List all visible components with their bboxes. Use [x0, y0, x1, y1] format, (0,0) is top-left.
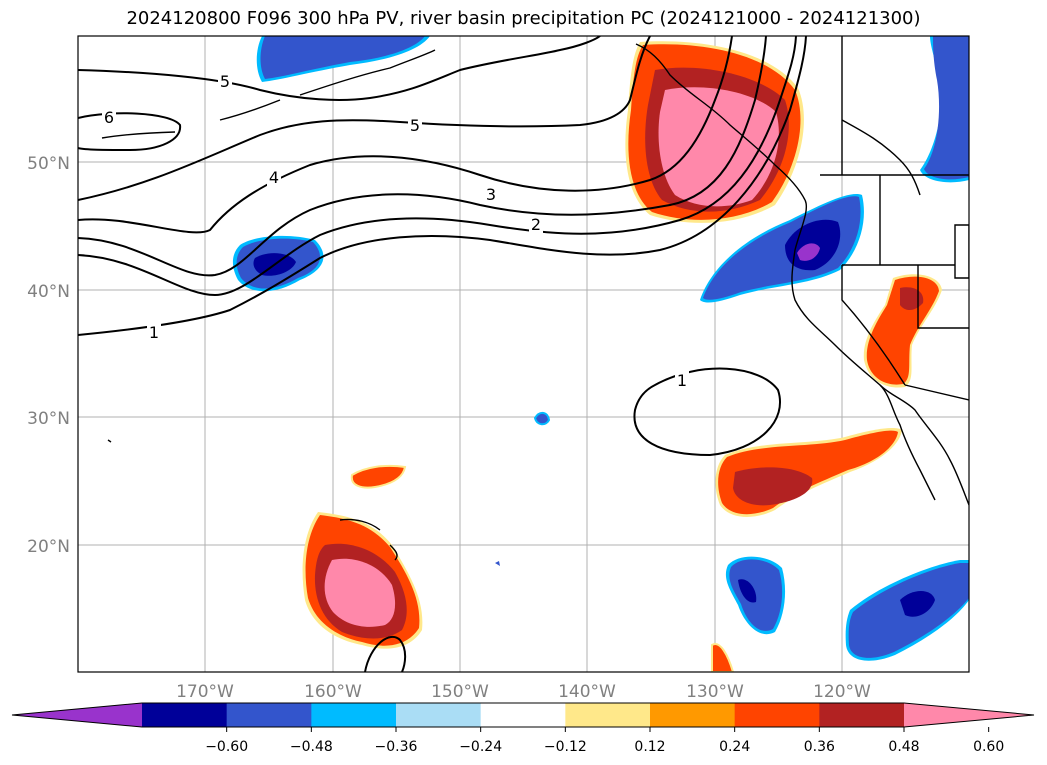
longitude-labels: 170°W 160°W 150°W 140°W 130°W 120°W — [176, 682, 871, 702]
colorbar-tick-label: −0.36 — [375, 739, 418, 755]
pv-contours — [78, 36, 807, 672]
lon-label-130w: 130°W — [686, 682, 744, 702]
lon-label-170w: 170°W — [176, 682, 234, 702]
colorbar-tick-label: −0.12 — [544, 739, 587, 755]
contour-label-5-west: 5 — [220, 72, 230, 91]
contour-labels: 6 5 5 4 3 2 1 1 — [102, 72, 689, 390]
precip-negative-oregon — [700, 194, 864, 303]
map-title: 2024120800 F096 300 hPa PV, river basin … — [126, 8, 921, 29]
colorbar-tick-label: 0.48 — [888, 739, 919, 755]
colorbar-segment — [565, 703, 651, 727]
precip-positive-edge — [711, 643, 735, 672]
precip-negative-southeast — [845, 560, 969, 661]
colorbar-outline — [11, 702, 1035, 728]
lat-label-30n: 30°N — [27, 409, 70, 429]
colorbar-segment — [734, 703, 820, 727]
colorbar-tick-label: −0.24 — [459, 739, 502, 755]
colorbar — [11, 702, 1035, 728]
contour-label-1-east: 1 — [677, 371, 687, 390]
precip-positive-hawaii — [302, 512, 423, 649]
latitude-labels: 50°N 40°N 30°N 20°N — [27, 154, 70, 557]
precip-negative-aleutian — [256, 36, 430, 82]
lat-label-40n: 40°N — [27, 282, 70, 302]
colorbar-extend-high — [904, 703, 1034, 727]
contour-label-5-east: 5 — [410, 116, 420, 135]
colorbar-extend-low — [12, 703, 142, 727]
plot-frame — [77, 35, 970, 673]
colorbar-tick-label: 0.36 — [804, 739, 835, 755]
lat-label-20n: 20°N — [27, 537, 70, 557]
precip-negative-dot — [533, 412, 551, 426]
lon-label-120w: 120°W — [813, 682, 871, 702]
colorbar-segment — [396, 703, 482, 727]
coastlines — [101, 36, 969, 561]
colorbar-segment — [226, 703, 312, 727]
colorbar-segment — [311, 703, 397, 727]
colorbar-tick-label: 0.24 — [719, 739, 750, 755]
lon-label-140w: 140°W — [558, 682, 616, 702]
colorbar-tick-label: 0.12 — [634, 739, 665, 755]
lon-label-160w: 160°W — [304, 682, 362, 702]
precip-negative-speck — [495, 561, 500, 566]
precip-negative-baja-offshore — [725, 556, 786, 635]
lon-label-150w: 150°W — [431, 682, 489, 702]
colorbar-segment — [480, 703, 566, 727]
colorbar-tick-label: −0.48 — [290, 739, 333, 755]
plot-area — [78, 36, 969, 672]
colorbar-ticks: −0.60 −0.48 −0.36 −0.24 −0.12 0.12 0.24 0.36 0.4… — [205, 727, 1004, 755]
lat-label-50n: 50°N — [27, 154, 70, 174]
colorbar-segment — [142, 703, 228, 727]
contour-label-3: 3 — [486, 185, 496, 204]
precip-positive-subtropical — [715, 427, 902, 517]
precip-positive-small — [350, 464, 407, 489]
contour-label-6: 6 — [104, 108, 114, 127]
contour-label-4: 4 — [269, 168, 279, 187]
contour-label-1-west: 1 — [149, 323, 159, 342]
contour-label-2: 2 — [531, 215, 541, 234]
colorbar-tick-label: 0.60 — [973, 739, 1004, 755]
colorbar-tick-label: −0.60 — [205, 739, 248, 755]
colorbar-segment — [819, 703, 905, 727]
precip-negative-canada — [920, 36, 969, 183]
colorbar-segment — [650, 703, 736, 727]
